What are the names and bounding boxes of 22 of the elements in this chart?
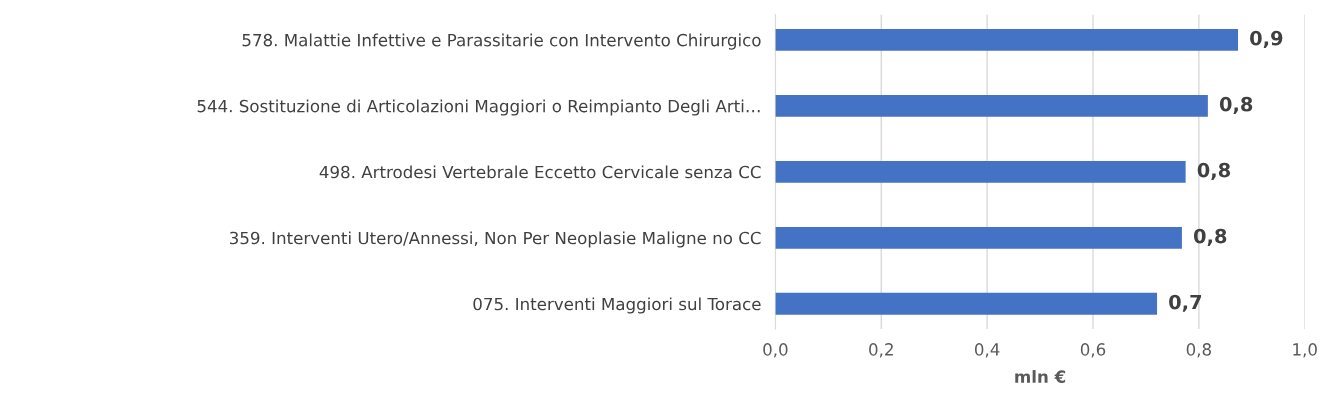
x-tick-label: 0,2: [869, 343, 893, 358]
y-tick-label: 075. Interventi Maggiori sul Torace: [473, 297, 761, 314]
bar: [775, 94, 1208, 117]
bar: [775, 28, 1239, 51]
bar: [775, 292, 1158, 315]
data-label: 0,8: [1197, 162, 1230, 180]
y-tick-label: 544. Sostituzione di Articolazioni Maggiori o Reimpianto Degli Arti…: [197, 99, 760, 116]
x-tick-label: 1,0: [1293, 343, 1317, 358]
data-label: 0,8: [1193, 228, 1227, 246]
data-label: 0,8: [1219, 96, 1253, 114]
x-tick-label: 0,8: [1186, 343, 1211, 358]
bar: [775, 160, 1186, 183]
x-axis-title: mln €: [1015, 370, 1066, 383]
y-tick-label: 498. Artrodesi Vertebrale Eccetto Cervicale senza CC: [319, 165, 761, 179]
x-tick-label: 0,4: [974, 343, 1000, 358]
bar: [775, 226, 1182, 249]
x-tick-label: 0,0: [763, 343, 788, 358]
y-tick-label: 359. Interventi Utero/Annessi, Non Per Neoplasie Maligne no CC: [229, 231, 761, 248]
y-tick-label: 578. Malattie Infettive e Parassitarie con Intervento Chirurgico: [242, 33, 761, 50]
x-tick-label: 0,6: [1080, 343, 1106, 358]
data-label: 0,7: [1169, 294, 1202, 312]
data-label: 0,9: [1250, 30, 1283, 48]
